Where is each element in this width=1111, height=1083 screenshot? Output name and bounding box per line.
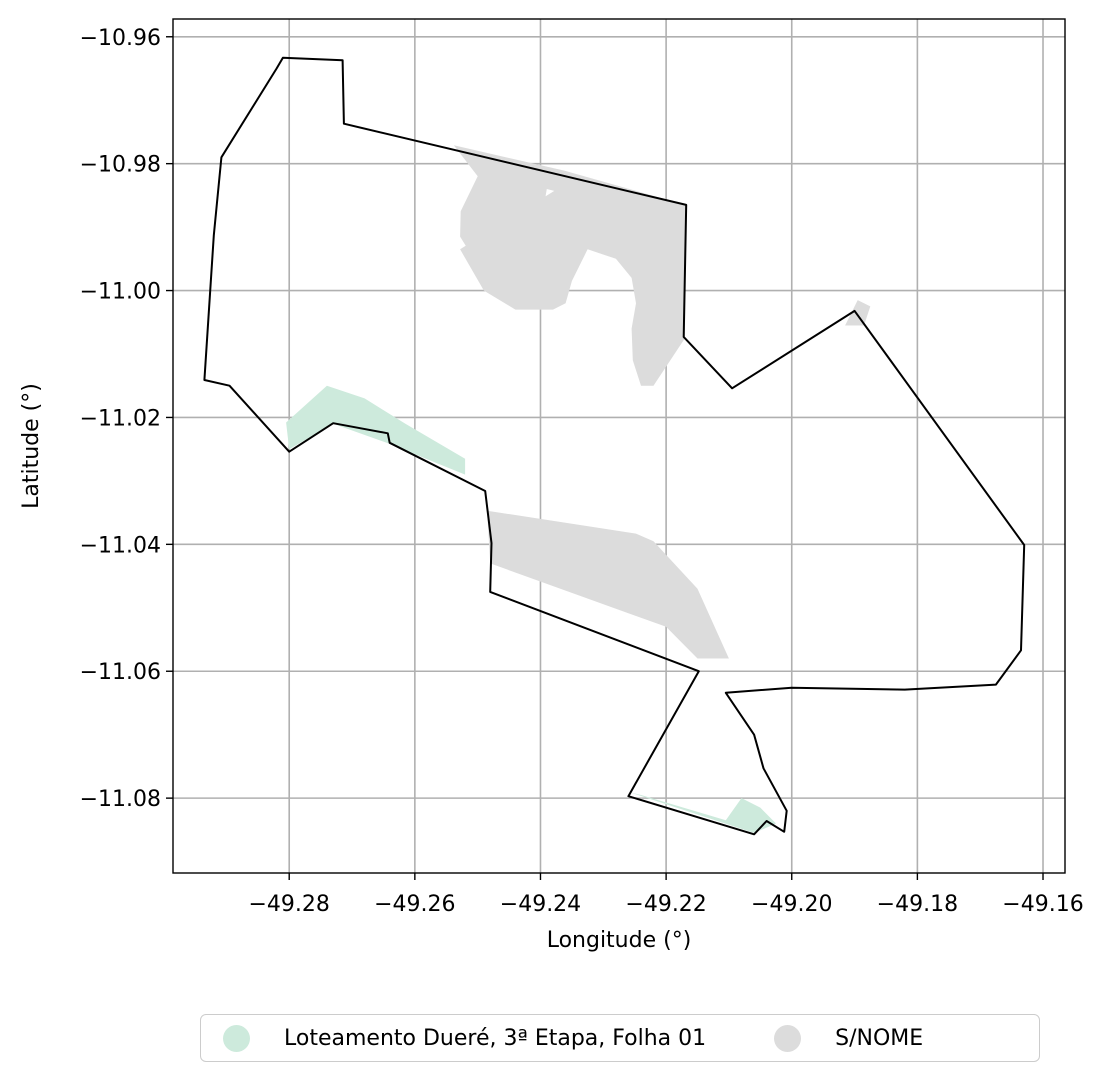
legend-label-snome: S/NOME xyxy=(835,1025,924,1051)
x-tick-label: −49.18 xyxy=(877,892,958,917)
legend-item-snome: S/NOME xyxy=(774,1024,924,1052)
x-axis-label: Longitude (°) xyxy=(547,928,692,953)
grid-lines xyxy=(173,19,1065,873)
legend-item-loteamento: Loteamento Dueré, 3ª Etapa, Folha 01 xyxy=(223,1024,707,1052)
loteamento-area xyxy=(628,791,776,833)
legend-marker-snome xyxy=(774,1024,802,1052)
x-tick-label: −49.20 xyxy=(751,892,832,917)
y-tick-label: −11.06 xyxy=(80,660,161,685)
x-tick-label: −49.24 xyxy=(500,892,581,917)
axis-ticks: −49.28 −49.26 −49.24 −49.22 −49.20 −49.18 −49.… xyxy=(80,26,1084,917)
x-tick-label: −49.16 xyxy=(1002,892,1083,917)
y-axis-label: Latitude (°) xyxy=(19,383,44,509)
snome-area xyxy=(453,145,686,386)
y-tick-label: −11.08 xyxy=(80,787,161,812)
x-tick-label: −49.22 xyxy=(625,892,706,917)
boundary-outline xyxy=(203,56,1026,836)
y-tick-label: −11.02 xyxy=(80,406,161,431)
municipality-boundary xyxy=(203,56,1026,836)
plot-frame xyxy=(172,18,1066,874)
legend-marker-loteamento xyxy=(223,1024,250,1052)
y-tick-label: −10.98 xyxy=(80,153,161,178)
legend-label-loteamento: Loteamento Dueré, 3ª Etapa, Folha 01 xyxy=(284,1025,707,1051)
x-tick-label: −49.28 xyxy=(249,892,330,917)
legend: Loteamento Dueré, 3ª Etapa, Folha 01 S/N… xyxy=(200,1014,1040,1062)
y-tick-label: −11.00 xyxy=(80,280,161,305)
y-tick-label: −10.96 xyxy=(80,26,161,51)
snome-area xyxy=(845,300,871,326)
x-tick-label: −49.26 xyxy=(374,892,455,917)
y-tick-label: −11.04 xyxy=(80,533,161,558)
snome-area xyxy=(487,510,729,659)
